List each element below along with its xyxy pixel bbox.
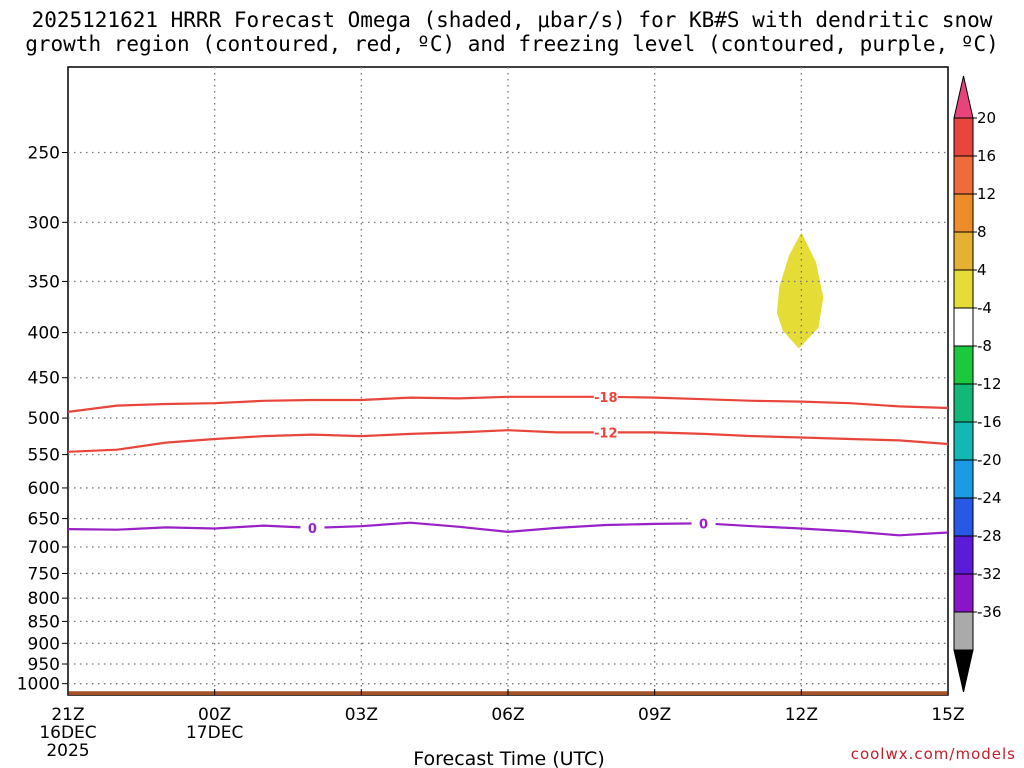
y-tick-label-800: 800: [28, 589, 60, 609]
colorbar-box-6: [953, 345, 974, 385]
colorbar-box-2: [953, 193, 974, 233]
y-tick-label-650: 650: [28, 510, 60, 530]
x-tick-label-9-0: 06Z: [491, 705, 524, 725]
x-tick-label-6-0: 03Z: [345, 705, 378, 725]
x-tick-label-0-1: 16DEC: [39, 723, 96, 743]
contour-label-2-0: 0: [308, 522, 317, 537]
contour-label-1-0: -12: [594, 426, 618, 441]
x-tick-label-0-0: 21Z: [51, 705, 84, 725]
y-tick-label-500: 500: [28, 409, 60, 429]
colorbar-box-10: [953, 497, 974, 537]
title-line-2: growth region (contoured, red, ºC) and f…: [25, 32, 999, 56]
contours: -18 -12 0 0: [67, 388, 949, 537]
x-tick-label-18-0: 15Z: [931, 705, 964, 725]
chart-title: 2025121621 HRRR Forecast Omega (shaded, …: [0, 8, 1024, 56]
colorbar-label-11: -28: [977, 527, 1002, 545]
x-tick-label-3-0: 00Z: [198, 705, 231, 725]
colorbar-label-12: -32: [977, 565, 1002, 583]
y-tick-label-400: 400: [28, 324, 60, 344]
colorbar-label-0: 20: [977, 109, 996, 127]
colorbar-box-12: [953, 573, 974, 613]
contour-label-bg-1-0: [593, 424, 618, 441]
colorbar-label-9: -20: [977, 451, 1002, 469]
contour-label-bg-2-1: [691, 515, 716, 532]
colorbar-box-3: [953, 231, 974, 271]
colorbar-box-1: [953, 155, 974, 195]
x-tick-label-3-1: 17DEC: [186, 723, 243, 743]
colorbar-label-1: 16: [977, 147, 996, 165]
colorbar-box-11: [953, 535, 974, 575]
y-tick-label-750: 750: [28, 564, 60, 584]
colorbar-top-triangle: [953, 75, 974, 119]
colorbar-label-2: 12: [977, 185, 996, 203]
colorbar-label-10: -24: [977, 489, 1002, 507]
x-tick-label-12-0: 09Z: [638, 705, 671, 725]
colorbar-box-8: [953, 421, 974, 461]
contour-label-0-0: -18: [594, 391, 618, 406]
credit-text: coolwx.com/models: [851, 745, 1016, 763]
colorbar-label-8: -16: [977, 413, 1002, 431]
y-axis: 2503003504004505005506006507007508008509…: [17, 143, 68, 695]
y-tick-label-950: 950: [28, 655, 60, 675]
colorbar-box-0: [953, 117, 974, 157]
y-tick-label-550: 550: [28, 446, 60, 466]
y-tick-label-1000: 1000: [17, 675, 60, 695]
y-tick-label-600: 600: [28, 479, 60, 499]
y-tick-label-450: 450: [28, 369, 60, 389]
colorbar-label-13: -36: [977, 603, 1002, 621]
x-tick-label-15-0: 12Z: [785, 705, 818, 725]
y-tick-label-700: 700: [28, 538, 60, 558]
x-tick-label-0-2: 2025: [46, 741, 89, 761]
colorbar-box-13: [953, 611, 974, 651]
colorbar-box-5: [953, 307, 974, 347]
x-axis-label: Forecast Time (UTC): [413, 748, 604, 768]
contour-label-bg-0-0: [593, 388, 618, 405]
title-line-1: 2025121621 HRRR Forecast Omega (shaded, …: [31, 8, 993, 32]
contour-0: [67, 395, 949, 413]
y-tick-label-850: 850: [28, 612, 60, 632]
y-tick-label-250: 250: [28, 143, 60, 163]
colorbar-label-6: -8: [977, 337, 992, 355]
colorbar-box-9: [953, 459, 974, 499]
colorbar-label-5: -4: [977, 299, 992, 317]
plot-area: [67, 66, 949, 696]
y-tick-label-350: 350: [28, 272, 60, 292]
colorbar-box-4: [953, 269, 974, 309]
y-tick-label-300: 300: [28, 213, 60, 233]
grid: [68, 67, 948, 695]
colorbar-label-4: 4: [977, 261, 987, 279]
colorbar-label-7: -12: [977, 375, 1002, 393]
contour-label-bg-2-0: [300, 519, 325, 536]
contour-label-2-1: 0: [699, 517, 708, 532]
colorbar-bottom-triangle: [953, 649, 974, 693]
y-tick-label-900: 900: [28, 634, 60, 654]
colorbar-box-7: [953, 383, 974, 423]
contour-2: [67, 521, 949, 537]
colorbar: 20 16 12 8 4 -4 -8 -12 -16 -20 -24 -28 -32 -36: [953, 75, 1002, 693]
omega-region-0: [776, 232, 824, 349]
plot-frame: [67, 66, 949, 696]
contour-1: [67, 429, 949, 453]
colorbar-label-3: 8: [977, 223, 987, 241]
